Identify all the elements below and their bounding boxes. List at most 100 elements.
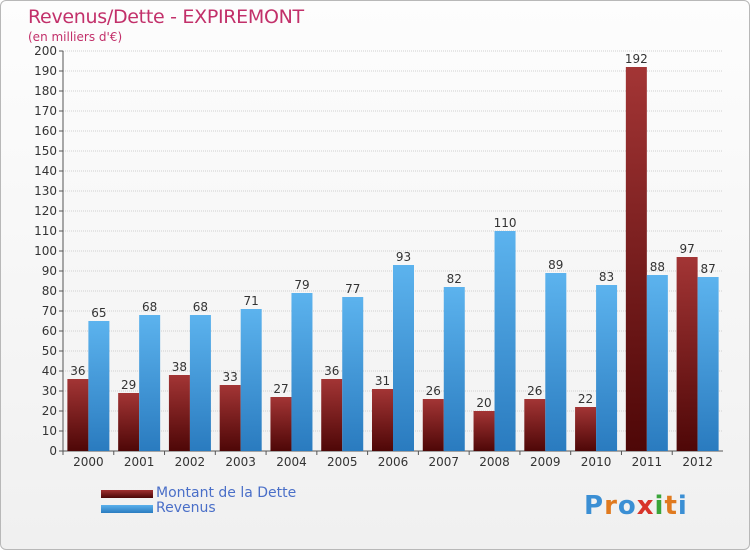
x-tick-label: 2003 xyxy=(225,455,256,469)
bar-revenus xyxy=(646,275,668,451)
bar-dette xyxy=(422,399,444,451)
data-label-revenus: 87 xyxy=(700,262,715,276)
data-label-revenus: 88 xyxy=(650,260,665,274)
x-tick-label: 2002 xyxy=(175,455,206,469)
data-label-dette: 26 xyxy=(527,384,542,398)
x-tick-label: 2004 xyxy=(276,455,307,469)
bar-dette xyxy=(321,379,343,451)
chart-subtitle: (en milliers d'€) xyxy=(28,30,123,44)
data-label-revenus: 68 xyxy=(142,300,157,314)
data-label-revenus: 82 xyxy=(447,272,462,286)
y-tick-label: 110 xyxy=(34,224,57,238)
bar-dette xyxy=(473,411,495,451)
data-label-dette: 36 xyxy=(70,364,85,378)
y-tick-label: 140 xyxy=(34,164,57,178)
bar-revenus xyxy=(393,265,414,451)
data-label-dette: 20 xyxy=(476,396,491,410)
data-label-revenus: 79 xyxy=(294,278,309,292)
x-tick-label: 2012 xyxy=(682,455,713,469)
bar-revenus xyxy=(189,315,211,451)
y-tick-label: 100 xyxy=(34,244,57,258)
data-label-dette: 36 xyxy=(324,364,339,378)
data-label-revenus: 71 xyxy=(244,294,259,308)
logo-letter: i xyxy=(654,491,665,521)
bar-dette xyxy=(270,397,292,451)
y-tick-label: 170 xyxy=(34,104,57,118)
bar-revenus xyxy=(240,309,262,451)
bar-revenus xyxy=(545,273,567,451)
y-tick-label: 90 xyxy=(42,264,57,278)
y-tick-label: 30 xyxy=(42,384,57,398)
bar-dette xyxy=(524,399,546,451)
data-label-revenus: 68 xyxy=(193,300,208,314)
y-tick-label: 190 xyxy=(34,64,57,78)
bar-revenus xyxy=(443,287,465,451)
y-tick-label: 50 xyxy=(42,344,57,358)
bar-revenus xyxy=(139,315,161,451)
bar-dette xyxy=(118,393,140,451)
bar-dette xyxy=(676,257,698,451)
legend-label-revenus: Revenus xyxy=(156,500,216,516)
y-tick-label: 0 xyxy=(49,444,57,458)
data-label-dette: 192 xyxy=(625,52,648,66)
bar-dette xyxy=(168,375,190,451)
data-label-dette: 29 xyxy=(121,378,136,392)
data-label-dette: 31 xyxy=(375,374,390,388)
y-tick-label: 180 xyxy=(34,84,57,98)
x-tick-label: 2006 xyxy=(378,455,409,469)
bar-dette xyxy=(219,385,241,451)
logo-letter: r xyxy=(604,491,618,521)
bar-dette xyxy=(372,389,393,451)
data-label-dette: 27 xyxy=(273,382,288,396)
data-label-dette: 26 xyxy=(426,384,441,398)
bar-revenus xyxy=(494,231,516,451)
chart-title: Revenus/Dette - EXPIREMONT xyxy=(28,6,304,28)
data-label-dette: 33 xyxy=(223,370,238,384)
data-label-revenus: 65 xyxy=(91,306,106,320)
bar-dette xyxy=(575,407,597,451)
logo-letter: t xyxy=(664,491,678,521)
logo-letter: i xyxy=(677,491,688,521)
data-label-dette: 38 xyxy=(172,360,187,374)
x-tick-label: 2009 xyxy=(530,455,561,469)
data-label-dette: 22 xyxy=(578,392,593,406)
data-label-revenus: 83 xyxy=(599,270,614,284)
x-tick-label: 2000 xyxy=(73,455,104,469)
x-tick-label: 2001 xyxy=(124,455,155,469)
x-tick-label: 2005 xyxy=(327,455,358,469)
logo-letter: o xyxy=(617,491,637,521)
bar-revenus xyxy=(342,297,364,451)
y-tick-label: 60 xyxy=(42,324,57,338)
legend-swatch-dette xyxy=(101,490,153,498)
x-tick-label: 2010 xyxy=(581,455,612,469)
bar-revenus xyxy=(88,321,110,451)
y-tick-label: 160 xyxy=(34,124,57,138)
bar-revenus xyxy=(697,277,719,451)
y-tick-label: 10 xyxy=(42,424,57,438)
y-tick-label: 70 xyxy=(42,304,57,318)
y-tick-label: 20 xyxy=(42,404,57,418)
y-tick-label: 80 xyxy=(42,284,57,298)
logo-letter: P xyxy=(584,491,605,521)
data-label-revenus: 110 xyxy=(494,216,517,230)
x-tick-label: 2011 xyxy=(632,455,663,469)
data-label-revenus: 89 xyxy=(548,258,563,272)
y-tick-label: 200 xyxy=(34,44,57,58)
bar-dette xyxy=(67,379,89,451)
y-tick-label: 120 xyxy=(34,204,57,218)
proxiti-logo: Proxiti xyxy=(584,491,688,521)
x-tick-label: 2007 xyxy=(428,455,459,469)
y-tick-label: 40 xyxy=(42,364,57,378)
bar-dette xyxy=(625,67,647,451)
logo-letter: x xyxy=(636,491,655,521)
x-tick-label: 2008 xyxy=(479,455,510,469)
legend-swatch-revenus xyxy=(101,505,153,513)
data-label-revenus: 93 xyxy=(396,250,411,264)
bar-revenus xyxy=(291,293,313,451)
y-tick-label: 130 xyxy=(34,184,57,198)
data-label-revenus: 77 xyxy=(345,282,360,296)
legend-label-dette: Montant de la Dette xyxy=(156,485,297,501)
bar-revenus xyxy=(596,285,618,451)
